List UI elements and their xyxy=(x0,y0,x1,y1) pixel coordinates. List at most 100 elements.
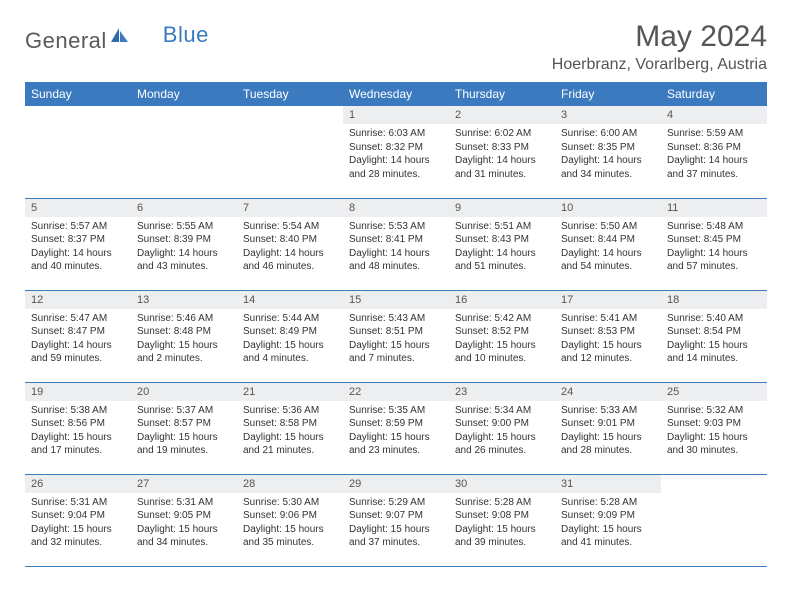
day-details: Sunrise: 5:36 AMSunset: 8:58 PMDaylight:… xyxy=(237,401,343,464)
day-details: Sunrise: 5:55 AMSunset: 8:39 PMDaylight:… xyxy=(131,217,237,280)
calendar-day-cell: 8Sunrise: 5:53 AMSunset: 8:41 PMDaylight… xyxy=(343,198,449,290)
calendar-day-cell: 24Sunrise: 5:33 AMSunset: 9:01 PMDayligh… xyxy=(555,382,661,474)
calendar-week-row: 1Sunrise: 6:03 AMSunset: 8:32 PMDaylight… xyxy=(25,106,767,198)
brand-text-part2: Blue xyxy=(163,22,209,48)
month-title: May 2024 xyxy=(552,20,767,54)
day-details: Sunrise: 5:30 AMSunset: 9:06 PMDaylight:… xyxy=(237,493,343,556)
calendar-day-cell xyxy=(25,106,131,198)
calendar-day-cell: 25Sunrise: 5:32 AMSunset: 9:03 PMDayligh… xyxy=(661,382,767,474)
day-number: 29 xyxy=(343,475,449,493)
calendar-day-cell: 1Sunrise: 6:03 AMSunset: 8:32 PMDaylight… xyxy=(343,106,449,198)
day-number: 25 xyxy=(661,383,767,401)
day-number: 10 xyxy=(555,199,661,217)
day-number: 28 xyxy=(237,475,343,493)
calendar-day-cell: 6Sunrise: 5:55 AMSunset: 8:39 PMDaylight… xyxy=(131,198,237,290)
day-details: Sunrise: 6:03 AMSunset: 8:32 PMDaylight:… xyxy=(343,124,449,187)
calendar-week-row: 12Sunrise: 5:47 AMSunset: 8:47 PMDayligh… xyxy=(25,290,767,382)
day-number: 27 xyxy=(131,475,237,493)
calendar-day-cell: 29Sunrise: 5:29 AMSunset: 9:07 PMDayligh… xyxy=(343,474,449,566)
weekday-header: Saturday xyxy=(661,82,767,106)
day-number: 30 xyxy=(449,475,555,493)
weekday-header: Sunday xyxy=(25,82,131,106)
day-number: 6 xyxy=(131,199,237,217)
calendar-day-cell: 31Sunrise: 5:28 AMSunset: 9:09 PMDayligh… xyxy=(555,474,661,566)
weekday-header: Wednesday xyxy=(343,82,449,106)
day-details: Sunrise: 5:42 AMSunset: 8:52 PMDaylight:… xyxy=(449,309,555,372)
calendar-day-cell: 21Sunrise: 5:36 AMSunset: 8:58 PMDayligh… xyxy=(237,382,343,474)
day-details: Sunrise: 5:31 AMSunset: 9:04 PMDaylight:… xyxy=(25,493,131,556)
day-details: Sunrise: 5:43 AMSunset: 8:51 PMDaylight:… xyxy=(343,309,449,372)
calendar-day-cell: 15Sunrise: 5:43 AMSunset: 8:51 PMDayligh… xyxy=(343,290,449,382)
calendar-day-cell: 23Sunrise: 5:34 AMSunset: 9:00 PMDayligh… xyxy=(449,382,555,474)
calendar-day-cell: 20Sunrise: 5:37 AMSunset: 8:57 PMDayligh… xyxy=(131,382,237,474)
day-number: 11 xyxy=(661,199,767,217)
calendar-day-cell: 3Sunrise: 6:00 AMSunset: 8:35 PMDaylight… xyxy=(555,106,661,198)
weekday-header-row: SundayMondayTuesdayWednesdayThursdayFrid… xyxy=(25,82,767,106)
day-number: 12 xyxy=(25,291,131,309)
day-number: 20 xyxy=(131,383,237,401)
calendar-page: General Blue May 2024 Hoerbranz, Vorarlb… xyxy=(0,0,792,587)
calendar-day-cell: 16Sunrise: 5:42 AMSunset: 8:52 PMDayligh… xyxy=(449,290,555,382)
calendar-day-cell xyxy=(237,106,343,198)
weekday-header: Friday xyxy=(555,82,661,106)
calendar-week-row: 19Sunrise: 5:38 AMSunset: 8:56 PMDayligh… xyxy=(25,382,767,474)
calendar-day-cell: 14Sunrise: 5:44 AMSunset: 8:49 PMDayligh… xyxy=(237,290,343,382)
day-details: Sunrise: 5:32 AMSunset: 9:03 PMDaylight:… xyxy=(661,401,767,464)
brand-text-part1: General xyxy=(25,28,107,54)
day-details: Sunrise: 5:37 AMSunset: 8:57 PMDaylight:… xyxy=(131,401,237,464)
day-details: Sunrise: 5:44 AMSunset: 8:49 PMDaylight:… xyxy=(237,309,343,372)
calendar-day-cell xyxy=(661,474,767,566)
day-number: 22 xyxy=(343,383,449,401)
day-details: Sunrise: 5:33 AMSunset: 9:01 PMDaylight:… xyxy=(555,401,661,464)
calendar-day-cell: 22Sunrise: 5:35 AMSunset: 8:59 PMDayligh… xyxy=(343,382,449,474)
calendar-table: SundayMondayTuesdayWednesdayThursdayFrid… xyxy=(25,82,767,567)
day-details: Sunrise: 5:57 AMSunset: 8:37 PMDaylight:… xyxy=(25,217,131,280)
day-details: Sunrise: 5:47 AMSunset: 8:47 PMDaylight:… xyxy=(25,309,131,372)
day-details: Sunrise: 5:53 AMSunset: 8:41 PMDaylight:… xyxy=(343,217,449,280)
day-details: Sunrise: 5:34 AMSunset: 9:00 PMDaylight:… xyxy=(449,401,555,464)
day-number: 1 xyxy=(343,106,449,124)
day-number: 15 xyxy=(343,291,449,309)
day-details: Sunrise: 5:28 AMSunset: 9:08 PMDaylight:… xyxy=(449,493,555,556)
calendar-day-cell: 27Sunrise: 5:31 AMSunset: 9:05 PMDayligh… xyxy=(131,474,237,566)
day-details: Sunrise: 5:35 AMSunset: 8:59 PMDaylight:… xyxy=(343,401,449,464)
day-number: 8 xyxy=(343,199,449,217)
calendar-day-cell: 7Sunrise: 5:54 AMSunset: 8:40 PMDaylight… xyxy=(237,198,343,290)
calendar-day-cell: 2Sunrise: 6:02 AMSunset: 8:33 PMDaylight… xyxy=(449,106,555,198)
day-number: 3 xyxy=(555,106,661,124)
day-details: Sunrise: 5:54 AMSunset: 8:40 PMDaylight:… xyxy=(237,217,343,280)
weekday-header: Monday xyxy=(131,82,237,106)
day-details: Sunrise: 5:59 AMSunset: 8:36 PMDaylight:… xyxy=(661,124,767,187)
day-details: Sunrise: 6:00 AMSunset: 8:35 PMDaylight:… xyxy=(555,124,661,187)
title-block: May 2024 Hoerbranz, Vorarlberg, Austria xyxy=(552,20,767,74)
day-details: Sunrise: 5:28 AMSunset: 9:09 PMDaylight:… xyxy=(555,493,661,556)
day-number: 26 xyxy=(25,475,131,493)
day-number: 21 xyxy=(237,383,343,401)
day-details: Sunrise: 6:02 AMSunset: 8:33 PMDaylight:… xyxy=(449,124,555,187)
calendar-day-cell: 10Sunrise: 5:50 AMSunset: 8:44 PMDayligh… xyxy=(555,198,661,290)
calendar-day-cell: 17Sunrise: 5:41 AMSunset: 8:53 PMDayligh… xyxy=(555,290,661,382)
day-number: 17 xyxy=(555,291,661,309)
day-details: Sunrise: 5:38 AMSunset: 8:56 PMDaylight:… xyxy=(25,401,131,464)
calendar-day-cell: 13Sunrise: 5:46 AMSunset: 8:48 PMDayligh… xyxy=(131,290,237,382)
day-number: 7 xyxy=(237,199,343,217)
calendar-day-cell: 28Sunrise: 5:30 AMSunset: 9:06 PMDayligh… xyxy=(237,474,343,566)
day-number: 9 xyxy=(449,199,555,217)
day-number: 23 xyxy=(449,383,555,401)
calendar-day-cell: 19Sunrise: 5:38 AMSunset: 8:56 PMDayligh… xyxy=(25,382,131,474)
day-number: 4 xyxy=(661,106,767,124)
day-details: Sunrise: 5:29 AMSunset: 9:07 PMDaylight:… xyxy=(343,493,449,556)
sail-icon xyxy=(109,26,129,49)
location-text: Hoerbranz, Vorarlberg, Austria xyxy=(552,56,767,74)
day-number: 16 xyxy=(449,291,555,309)
day-details: Sunrise: 5:46 AMSunset: 8:48 PMDaylight:… xyxy=(131,309,237,372)
brand-logo: General Blue xyxy=(25,26,209,55)
day-details: Sunrise: 5:51 AMSunset: 8:43 PMDaylight:… xyxy=(449,217,555,280)
day-details: Sunrise: 5:41 AMSunset: 8:53 PMDaylight:… xyxy=(555,309,661,372)
weekday-header: Thursday xyxy=(449,82,555,106)
day-number: 14 xyxy=(237,291,343,309)
day-number: 31 xyxy=(555,475,661,493)
calendar-day-cell xyxy=(131,106,237,198)
calendar-day-cell: 18Sunrise: 5:40 AMSunset: 8:54 PMDayligh… xyxy=(661,290,767,382)
day-number: 18 xyxy=(661,291,767,309)
